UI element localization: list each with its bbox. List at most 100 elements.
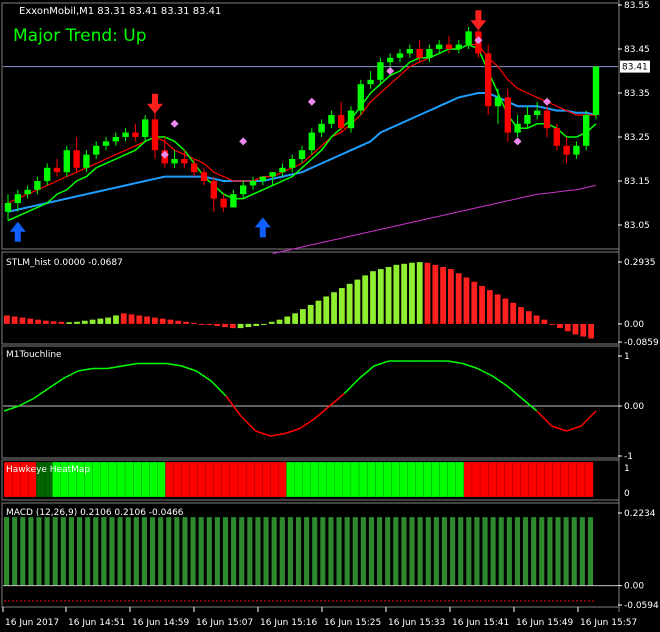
macd-bar xyxy=(247,517,253,586)
y-tick-label: -0.0859 xyxy=(624,338,659,348)
heat-cell xyxy=(391,461,400,498)
y-tick-label: 83.45 xyxy=(624,45,650,55)
hist-bar xyxy=(486,290,493,324)
touchline-segment xyxy=(329,392,345,407)
macd-bar xyxy=(506,517,512,586)
macd-bar xyxy=(4,517,10,586)
heat-cell xyxy=(366,461,376,498)
macd-bar xyxy=(117,517,123,586)
candle-body xyxy=(455,44,462,49)
macd-bar xyxy=(12,517,18,586)
macd-panel[interactable]: 0.2234 0.00 -0.0594 xyxy=(3,509,659,611)
hist-bar xyxy=(580,323,587,337)
macd-bar xyxy=(93,517,99,586)
hist-bar xyxy=(222,323,228,328)
macd-bar xyxy=(222,517,229,586)
hist-bar xyxy=(346,283,353,324)
hist-bar xyxy=(432,264,439,324)
current-price-label: 83.41 xyxy=(622,63,648,73)
hist-bar xyxy=(338,288,345,324)
macd-bar xyxy=(109,517,115,586)
hist-bar xyxy=(455,273,462,324)
macd-bar xyxy=(68,517,74,586)
heat-cell xyxy=(342,461,352,498)
heat-cell xyxy=(254,461,263,498)
heat-cell xyxy=(262,461,271,498)
macd-bar xyxy=(20,517,26,586)
macd-bar xyxy=(401,517,407,586)
heat-cell xyxy=(447,461,457,498)
candle-body xyxy=(93,145,100,155)
heat-cell xyxy=(92,461,102,498)
candle-body xyxy=(151,119,159,151)
heat-cell xyxy=(116,461,126,498)
main-price-chart[interactable]: 83.55 83.45 83.35 83.25 83.15 83.05 83.41 xyxy=(3,1,650,255)
heat-cell xyxy=(479,461,489,498)
candle-body xyxy=(210,181,217,199)
m1touchline-panel[interactable]: 1 0.00 -1 xyxy=(3,352,644,462)
heat-cell xyxy=(528,461,537,498)
heat-cell xyxy=(286,461,295,498)
heat-cell xyxy=(165,461,174,498)
hist-bar xyxy=(97,318,104,324)
hist-bar xyxy=(276,319,283,324)
hist-bar xyxy=(198,323,205,325)
candle-body xyxy=(494,97,502,107)
hist-bar xyxy=(331,292,337,324)
heat-cell xyxy=(245,461,255,498)
macd-bar xyxy=(547,517,553,586)
hist-bar xyxy=(66,322,73,324)
hist-bar xyxy=(27,318,34,324)
candle-body xyxy=(504,97,511,133)
hist-bar xyxy=(300,309,306,324)
touchline-segment xyxy=(462,362,478,370)
macd-bar xyxy=(271,517,277,586)
candle-body xyxy=(592,66,600,115)
macd-bar xyxy=(279,517,285,586)
hist-bar xyxy=(323,296,330,324)
heat-cell xyxy=(520,461,529,498)
macd-bar xyxy=(523,517,529,586)
hist-bar xyxy=(549,323,556,325)
macd-bar xyxy=(76,517,83,586)
touchline-segment xyxy=(491,375,508,387)
heat-cell xyxy=(471,461,481,498)
candle-body xyxy=(396,53,404,58)
signal-diamond xyxy=(543,97,551,106)
macd-bar xyxy=(158,517,164,586)
macd-bar xyxy=(482,517,488,586)
macd-bar xyxy=(579,517,585,586)
macd-bar xyxy=(28,517,34,586)
hist-bar xyxy=(120,313,127,324)
candle-body xyxy=(534,110,541,115)
heat-cell xyxy=(334,461,344,498)
touchline-segment xyxy=(18,397,34,407)
hist-bar xyxy=(89,319,96,324)
sell-arrow-icon xyxy=(147,93,163,114)
candle-body xyxy=(377,62,384,80)
candle-body xyxy=(524,115,531,124)
hawkeye-heatmap-panel[interactable]: 10 xyxy=(3,461,630,499)
candle-body xyxy=(142,119,149,137)
y-tick-label: 0.2935 xyxy=(624,258,656,268)
buy-arrow-icon xyxy=(9,221,26,242)
macd-bar xyxy=(141,517,147,586)
hist-bar xyxy=(159,318,166,324)
stlm-hist-panel[interactable]: 0.2935 0.00 -0.0859 xyxy=(4,258,659,348)
signal-diamond xyxy=(307,97,316,106)
heat-cell xyxy=(584,461,594,498)
y-tick-label: 0.00 xyxy=(624,402,644,412)
hist-bar xyxy=(206,323,213,325)
heat-cell xyxy=(302,461,312,498)
heat-cell xyxy=(407,461,416,498)
heat-cell xyxy=(552,461,562,498)
macd-bar xyxy=(44,517,50,586)
hist-bar xyxy=(214,323,221,326)
hist-bar xyxy=(261,323,267,325)
macd-bar xyxy=(174,517,180,586)
y-tick-label: -1 xyxy=(624,452,633,462)
candle-body xyxy=(83,154,90,168)
hist-bar xyxy=(11,316,18,324)
hist-bar xyxy=(50,321,57,324)
touchline-segment xyxy=(225,395,242,417)
